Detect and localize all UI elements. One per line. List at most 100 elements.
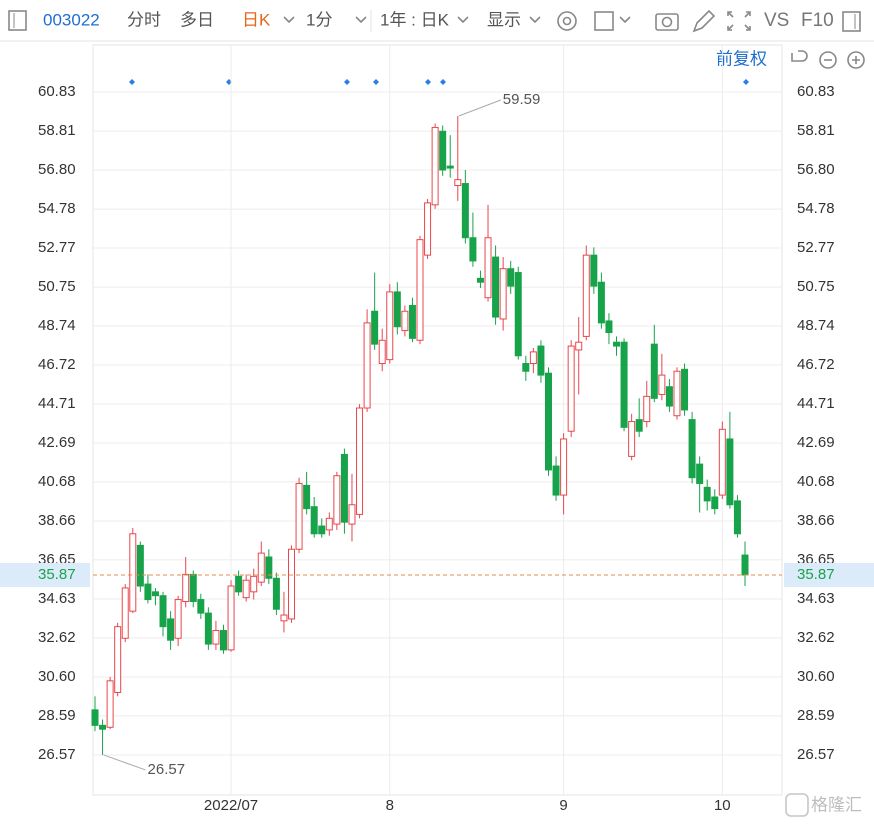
y-tick-label: 32.62 — [38, 629, 76, 646]
compare-button[interactable]: VS — [764, 10, 789, 31]
candle-body — [235, 575, 243, 593]
candle-body — [560, 438, 568, 496]
candle-body — [590, 254, 598, 287]
y-tick-label: 28.59 — [38, 707, 76, 724]
event-marker[interactable] — [373, 79, 379, 85]
candle-body — [522, 362, 530, 372]
event-marker[interactable] — [226, 79, 232, 85]
candle-body — [129, 533, 137, 612]
candle-body — [303, 484, 311, 510]
tab[interactable]: 分时 — [127, 10, 161, 29]
settings-icon[interactable] — [557, 11, 577, 31]
y-tick-label: 60.83 — [38, 83, 76, 100]
event-markers — [129, 79, 749, 85]
candle-body — [696, 463, 704, 484]
candle-body — [476, 277, 484, 283]
candle-body — [280, 614, 288, 622]
adjust-button[interactable]: 前复权 — [716, 49, 767, 68]
candle-body — [628, 421, 636, 457]
period[interactable]: 1年 : 日K — [380, 10, 450, 29]
y-tick-label: 54.78 — [38, 200, 76, 217]
annotation-leader — [458, 99, 501, 117]
candle-body — [325, 517, 333, 531]
y-tick-label-right: 50.75 — [797, 278, 835, 295]
event-marker[interactable] — [344, 79, 350, 85]
y-tick-label: 26.57 — [38, 746, 76, 763]
fullscreen-icon[interactable] — [727, 11, 751, 31]
candle-body — [567, 345, 575, 432]
draw-icon[interactable] — [692, 9, 716, 33]
candle-body — [288, 548, 296, 620]
event-marker[interactable] — [129, 79, 135, 85]
candle-body — [265, 556, 273, 579]
candle-body — [393, 291, 401, 328]
candle-body — [151, 591, 159, 597]
candle-body — [726, 438, 734, 506]
candle-body — [733, 500, 741, 535]
stock-code[interactable]: 003022 — [43, 10, 100, 29]
dropdown[interactable] — [283, 16, 295, 24]
zoom-out[interactable] — [819, 51, 837, 69]
candle-body — [197, 599, 205, 614]
candle-body — [635, 419, 643, 432]
reset-icon[interactable] — [791, 50, 808, 62]
candle-body — [356, 407, 364, 515]
sidebar-icon[interactable] — [8, 10, 27, 31]
candle-body — [121, 587, 129, 639]
x-tick-label: 8 — [386, 797, 394, 814]
event-marker[interactable] — [425, 79, 431, 85]
tab[interactable]: 多日 — [180, 10, 214, 29]
y-tick-label-right: 46.72 — [797, 356, 835, 373]
watermark: 格隆汇 — [785, 793, 862, 817]
y-tick-label: 44.71 — [38, 395, 76, 412]
candle-body — [469, 237, 477, 262]
last-price-band-left — [0, 562, 90, 587]
settings-icon-core — [562, 16, 572, 26]
candle-body — [401, 310, 409, 332]
dropdown[interactable] — [529, 16, 541, 24]
y-tick-label-right: 56.80 — [797, 161, 835, 178]
candle-body — [575, 341, 583, 351]
tab[interactable]: 1分 — [306, 10, 332, 29]
candle-body — [250, 575, 258, 593]
candle-body — [741, 554, 749, 576]
y-tick-label-right: 44.71 — [797, 395, 835, 412]
candle-body — [439, 130, 447, 171]
camera-icon[interactable] — [655, 13, 679, 31]
zoom-in[interactable] — [847, 51, 865, 69]
dropdown[interactable] — [457, 16, 469, 24]
f10-button[interactable]: F10 — [801, 10, 834, 31]
candle-body — [219, 630, 227, 651]
y-tick-label: 34.63 — [38, 590, 76, 607]
candle-body — [212, 630, 220, 645]
candle-body — [114, 626, 122, 693]
watermark-text: 格隆汇 — [811, 795, 862, 814]
candle-body — [310, 506, 318, 535]
dropdown[interactable] — [355, 16, 367, 24]
candle-body — [431, 126, 439, 206]
dropdown[interactable] — [619, 16, 631, 24]
candle-body — [454, 179, 462, 186]
candle-body — [544, 372, 552, 471]
candle-body — [371, 310, 379, 345]
candle-body — [650, 343, 658, 399]
candle-body — [242, 579, 250, 599]
candle-body — [711, 496, 719, 510]
last-price-band-right — [784, 562, 874, 587]
y-tick-label-right: 42.69 — [797, 434, 835, 451]
display-menu[interactable]: 显示 — [487, 10, 521, 29]
event-marker[interactable] — [440, 79, 446, 85]
panel-icon[interactable] — [842, 11, 861, 32]
color-icon[interactable] — [594, 11, 614, 31]
candle-body — [484, 237, 492, 299]
candle-body — [582, 254, 590, 337]
candle-body — [106, 680, 114, 728]
y-tick-label-right: 58.81 — [797, 122, 835, 139]
candle-body — [257, 552, 265, 583]
candle-body — [681, 368, 689, 411]
y-tick-label: 50.75 — [38, 278, 76, 295]
event-marker[interactable] — [743, 79, 749, 85]
candle-body — [333, 475, 341, 525]
candle-body — [424, 202, 432, 256]
tab-active[interactable]: 日K — [242, 10, 271, 29]
